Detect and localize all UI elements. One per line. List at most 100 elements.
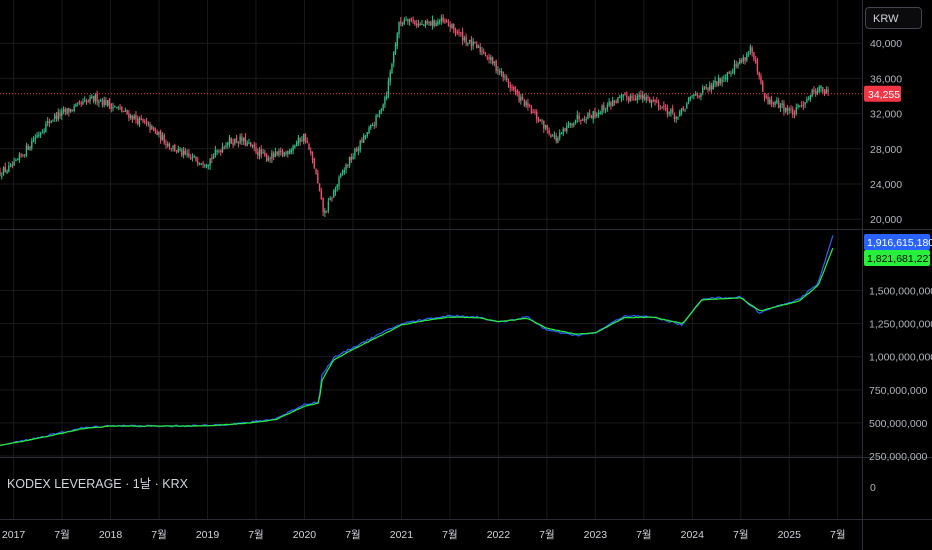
candle-body: [668, 112, 670, 114]
candle-body: [717, 77, 720, 86]
candle-body: [539, 120, 541, 122]
candle-body: [227, 143, 229, 145]
candle-body: [308, 143, 310, 150]
candle-body: [442, 17, 444, 22]
candle-body: [267, 158, 270, 161]
candle-body: [117, 107, 119, 109]
candle-body: [387, 81, 390, 95]
candle-body: [670, 109, 672, 114]
candle-body: [806, 99, 808, 103]
candle-body: [564, 127, 566, 131]
candle-body: [502, 71, 504, 78]
candle-body: [292, 146, 294, 151]
candle-body: [710, 85, 713, 90]
candle-body: [158, 131, 160, 135]
candle-body: [112, 107, 114, 109]
candle-body: [723, 77, 725, 79]
time-tick-label: 7월: [151, 529, 167, 541]
candle-body: [574, 120, 577, 123]
candle-body: [423, 25, 425, 27]
candle-body: [96, 93, 98, 102]
candle-body: [495, 60, 497, 71]
equity-pane[interactable]: [0, 235, 834, 446]
candle-body: [302, 134, 305, 142]
candle-body: [633, 98, 635, 100]
candle-body: [131, 115, 134, 120]
candle-body: [827, 89, 829, 93]
candle-body: [85, 101, 88, 103]
candle-body: [124, 110, 127, 112]
candle-body: [781, 103, 783, 105]
candle-body: [435, 22, 437, 27]
candle-body: [25, 145, 28, 156]
candle-body: [689, 97, 692, 99]
equity-tick-label: 1,500,000,000: [869, 286, 932, 298]
volume-zero-label: 0: [870, 482, 876, 494]
candle-body: [223, 147, 225, 149]
candle-body: [532, 111, 534, 113]
candle-body: [403, 19, 406, 24]
candle-body: [765, 96, 767, 98]
candle-body: [62, 109, 65, 112]
candle-body: [281, 150, 284, 155]
candle-body: [525, 101, 527, 106]
candle-body: [659, 108, 662, 110]
candle-body: [624, 93, 626, 96]
price-axis[interactable]: 40,000 36,000 32,000 28,000 24,000 20,000: [870, 38, 902, 226]
time-tick-label: 2018: [99, 529, 123, 541]
candle-body: [520, 96, 522, 101]
candle-body: [790, 108, 792, 110]
candle-body: [407, 19, 409, 22]
candle-body: [733, 63, 736, 72]
candle-body: [596, 113, 598, 117]
equity-axis[interactable]: 1,500,000,000 1,250,000,000 1,000,000,000 7…: [869, 286, 932, 463]
candle-body: [317, 173, 319, 184]
candle-body: [174, 144, 176, 151]
time-tick-label: 7월: [345, 529, 361, 541]
candle-body: [280, 150, 282, 152]
candle-body: [105, 100, 107, 106]
candle-body: [384, 97, 386, 105]
candle-body: [195, 156, 197, 161]
candle-body: [712, 83, 714, 90]
candle-body: [777, 100, 780, 108]
candle-body: [709, 84, 711, 90]
candle-body: [24, 154, 26, 156]
candle-body: [9, 164, 12, 166]
candle-body: [739, 60, 741, 64]
candle-body: [34, 138, 37, 140]
currency-button[interactable]: KRW: [865, 7, 922, 29]
candle-body: [481, 50, 483, 52]
candle-body: [235, 137, 238, 143]
candle-body: [202, 162, 204, 165]
candle-body: [440, 18, 443, 21]
candle-body: [311, 152, 314, 160]
candle-body: [491, 56, 494, 64]
candle-body: [749, 46, 752, 52]
candle-body: [128, 113, 130, 119]
candle-body: [728, 71, 730, 74]
candle-body: [550, 134, 552, 138]
equity-tick-label: 1,000,000,000: [869, 352, 932, 364]
candle-body: [767, 96, 769, 104]
candle-body: [498, 71, 501, 73]
candle-body: [1, 175, 3, 177]
candle-body: [287, 151, 289, 155]
time-axis[interactable]: 2017 7월 2018 7월 2019 7월 2020 7월 2021 7월 2022 7월 2023…: [2, 529, 846, 541]
candle-body: [735, 64, 737, 66]
candle-body: [818, 87, 820, 92]
candle-body: [804, 102, 806, 105]
candle-body: [57, 112, 59, 120]
candle-body: [142, 118, 144, 122]
candle-body: [719, 78, 722, 84]
candle-body: [763, 92, 766, 98]
equity-tick-label: 250,000,000: [869, 451, 928, 463]
candle-body: [557, 138, 559, 143]
candle-body: [687, 98, 690, 103]
price-pane[interactable]: [0, 14, 862, 217]
candle-body: [332, 190, 335, 198]
candle-body: [184, 150, 187, 155]
